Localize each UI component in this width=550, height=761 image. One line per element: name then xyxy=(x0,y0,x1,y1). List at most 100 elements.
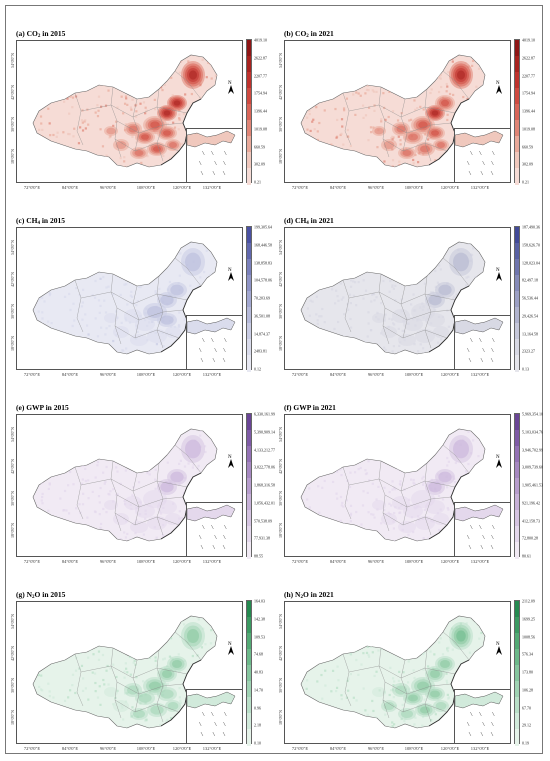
grid-cell xyxy=(412,481,415,484)
grid-cell xyxy=(126,532,129,536)
grid-cell xyxy=(433,307,436,310)
grid-cell xyxy=(38,531,41,535)
color-legend xyxy=(514,226,520,372)
grid-cell xyxy=(112,703,115,706)
grid-cell xyxy=(417,350,420,353)
nine-dash-segment xyxy=(224,150,227,156)
grid-cell xyxy=(91,490,94,494)
grid-cell xyxy=(151,642,154,645)
grid-cell xyxy=(346,679,349,682)
grid-cell xyxy=(57,643,60,646)
grid-cell xyxy=(41,317,44,320)
grid-cell xyxy=(398,646,401,650)
hotspot xyxy=(417,681,429,691)
grid-cell xyxy=(136,330,139,333)
grid-cell xyxy=(366,60,369,63)
grid-cell xyxy=(383,160,386,163)
grid-cell xyxy=(68,132,71,136)
grid-cell xyxy=(131,459,134,463)
grid-cell xyxy=(371,429,374,432)
grid-cell xyxy=(101,349,105,352)
grid-cell xyxy=(86,324,89,327)
province-boundary xyxy=(442,631,470,661)
grid-cell xyxy=(171,539,174,541)
grid-cell xyxy=(366,268,369,271)
grid-cell xyxy=(318,511,321,514)
grid-cell xyxy=(375,626,378,629)
hotspot xyxy=(428,294,442,306)
grid-cell xyxy=(307,329,311,332)
grid-cell xyxy=(159,512,163,515)
grid-cell xyxy=(63,699,67,702)
grid-cell xyxy=(412,73,415,76)
grid-cell xyxy=(482,277,485,280)
grid-cell xyxy=(330,449,333,452)
grid-cell xyxy=(339,164,343,167)
grid-cell xyxy=(163,55,166,58)
grid-cell xyxy=(396,257,400,260)
grid-cell xyxy=(419,457,422,461)
grid-cell xyxy=(71,449,74,452)
hotspot xyxy=(138,693,152,703)
nine-dash-segment xyxy=(470,337,473,343)
grid-cell xyxy=(102,471,105,474)
grid-cell xyxy=(100,326,103,329)
grid-cell xyxy=(40,712,43,715)
grid-cell xyxy=(452,93,455,97)
grid-cell xyxy=(339,282,343,285)
grid-cell xyxy=(179,635,182,638)
density-layer xyxy=(305,429,485,541)
inset-landmass xyxy=(455,691,504,709)
legend-tick-label: 0.21 xyxy=(254,179,261,185)
grid-cell xyxy=(464,470,468,473)
grid-cell xyxy=(198,667,201,670)
grid-cell xyxy=(398,670,401,673)
grid-cell xyxy=(408,119,411,122)
grid-cell xyxy=(140,352,143,354)
nine-dash-segment xyxy=(211,711,214,717)
grid-cell xyxy=(140,161,143,165)
latitude-label: 18°0'0"N xyxy=(10,149,15,164)
grid-cell xyxy=(46,535,49,538)
map-panel: (g) N2O in 2015N012502500 km54°0'0"N42°0… xyxy=(8,571,273,758)
inset-map-svg xyxy=(455,317,504,363)
grid-cell xyxy=(330,522,333,525)
grid-cell xyxy=(69,308,72,312)
grid-cell xyxy=(81,536,84,539)
grid-cell xyxy=(84,313,87,316)
grid-cell xyxy=(441,498,445,501)
legend-swatch xyxy=(515,414,519,431)
hotspot xyxy=(104,313,118,323)
grid-cell xyxy=(305,441,308,444)
grid-cell xyxy=(391,251,395,254)
north-label: N xyxy=(496,642,500,647)
grid-cell xyxy=(316,518,319,521)
grid-cell xyxy=(398,160,401,163)
grid-cell xyxy=(136,164,139,167)
grid-cell xyxy=(68,527,71,530)
grid-cell xyxy=(72,251,75,254)
legend-tick-label: 1396.44 xyxy=(522,108,535,114)
nine-dash-segment xyxy=(202,150,205,156)
grid-cell xyxy=(81,340,85,343)
grid-cell xyxy=(136,300,139,303)
grid-cell xyxy=(168,441,172,444)
grid-cell xyxy=(447,351,450,354)
grid-cell xyxy=(196,300,200,303)
grid-cell xyxy=(383,346,386,349)
grid-cell xyxy=(342,296,345,299)
grid-cell xyxy=(125,283,128,286)
north-label: N xyxy=(228,268,232,273)
grid-cell xyxy=(154,290,157,293)
grid-cell xyxy=(72,440,76,443)
grid-cell xyxy=(309,344,312,347)
grid-cell xyxy=(354,471,357,474)
grid-cell xyxy=(105,327,108,330)
grid-cell xyxy=(63,295,67,299)
longitude-label: 120°0'0"E xyxy=(440,559,460,564)
nine-dash-segment xyxy=(212,170,216,176)
grid-cell xyxy=(142,244,145,247)
grid-cell xyxy=(315,91,318,95)
legend-tick-label: 138,858.83 xyxy=(254,260,272,265)
grid-cell xyxy=(388,317,391,320)
